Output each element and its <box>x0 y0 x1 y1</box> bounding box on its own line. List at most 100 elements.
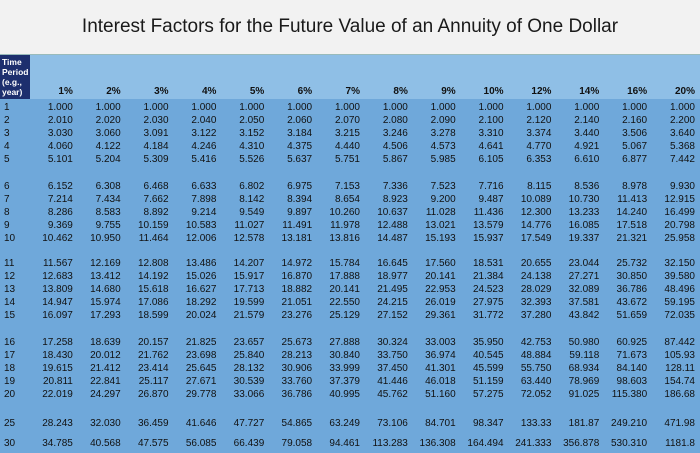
factor: 16.627 <box>185 284 217 295</box>
factor: 3.215 <box>334 128 360 139</box>
factor: 26.019 <box>425 297 456 308</box>
period: 15 <box>4 310 16 321</box>
factor: 78.969 <box>568 376 600 387</box>
factor: 45.599 <box>472 363 504 374</box>
factor: 17.086 <box>137 297 169 308</box>
factor: 9.755 <box>95 220 121 231</box>
factor: 8.115 <box>527 181 552 192</box>
factor: 9.369 <box>47 220 73 231</box>
factor: 18.531 <box>472 258 504 269</box>
period: 18 <box>4 363 16 374</box>
factor: 17.560 <box>425 258 456 269</box>
factor: 45.762 <box>377 389 408 400</box>
factor: 7.716 <box>478 181 504 192</box>
factor: 24.138 <box>520 271 552 282</box>
factor: 11.436 <box>473 207 504 218</box>
factor: 37.450 <box>377 363 408 374</box>
period: 30 <box>4 438 16 449</box>
factor: 40.568 <box>90 438 121 449</box>
factor: 6.975 <box>287 181 313 192</box>
factor: 13.809 <box>42 284 73 295</box>
factor: 471.98 <box>664 418 695 429</box>
factor: 41.301 <box>425 363 456 374</box>
factor: 2.040 <box>191 115 217 126</box>
factor: 59.195 <box>664 297 695 308</box>
factor: 19.615 <box>42 363 73 374</box>
factor: 8.923 <box>382 194 408 205</box>
factor: 23.698 <box>185 350 217 361</box>
factor: 57.275 <box>472 389 504 400</box>
factor: 6.633 <box>191 181 217 192</box>
factor: 13.021 <box>425 220 456 231</box>
factor: 5.204 <box>95 154 121 165</box>
period: 17 <box>4 350 16 361</box>
factor: 98.347 <box>472 418 504 429</box>
column-header: 12% <box>531 86 552 97</box>
factor: 18.599 <box>137 310 169 321</box>
factor: 10.950 <box>90 233 121 244</box>
factor: 20.141 <box>329 284 360 295</box>
factor: 1.000 <box>669 102 695 113</box>
factor: 3.152 <box>239 128 265 139</box>
factor: 55.750 <box>520 363 552 374</box>
factor: 4.921 <box>574 141 600 152</box>
factor: 11.464 <box>138 233 169 244</box>
column-header: 5% <box>249 86 265 97</box>
factor: 105.93 <box>664 350 695 361</box>
factor: 241.333 <box>515 438 552 449</box>
factor: 37.280 <box>520 310 552 321</box>
factor: 4.506 <box>382 141 408 152</box>
factor: 48.884 <box>520 350 552 361</box>
factor: 11.567 <box>43 258 73 269</box>
factor: 3.122 <box>191 128 217 139</box>
factor: 5.751 <box>334 154 360 165</box>
factor: 66.439 <box>233 438 265 449</box>
factor: 14.207 <box>233 258 265 269</box>
factor: 23.044 <box>568 258 600 269</box>
factor: 27.152 <box>377 310 408 321</box>
factor: 4.122 <box>95 141 121 152</box>
factor: 4.060 <box>47 141 73 152</box>
factor: 4.184 <box>143 141 169 152</box>
factor: 56.085 <box>185 438 217 449</box>
factor: 6.105 <box>478 154 504 165</box>
factor: 11.978 <box>330 220 360 231</box>
factor: 31.772 <box>472 310 504 321</box>
factor: 4.770 <box>526 141 552 152</box>
factor: 35.950 <box>472 337 504 348</box>
factor: 3.278 <box>430 128 456 139</box>
factor: 21.762 <box>137 350 169 361</box>
factor: 6.353 <box>526 154 552 165</box>
factor: 30.850 <box>616 271 648 282</box>
factor: 21.825 <box>185 337 217 348</box>
factor: 25.732 <box>616 258 648 269</box>
factor: 5.416 <box>191 154 217 165</box>
period: 6 <box>4 181 10 192</box>
factor: 5.309 <box>143 154 169 165</box>
factor: 3.310 <box>478 128 504 139</box>
factor: 17.888 <box>329 271 360 282</box>
factor: 4.375 <box>287 141 313 152</box>
factor: 29.361 <box>425 310 456 321</box>
factor: 18.430 <box>42 350 73 361</box>
factor: 9.930 <box>669 181 695 192</box>
factor: 16.645 <box>377 258 408 269</box>
factor: 84.140 <box>616 363 648 374</box>
period: 8 <box>4 207 10 218</box>
factor: 18.882 <box>281 284 313 295</box>
factor: 30.906 <box>281 363 313 374</box>
factor: 41.446 <box>377 376 408 387</box>
factor: 36.459 <box>137 418 169 429</box>
factor: 2.140 <box>574 115 600 126</box>
factor: 2.020 <box>95 115 121 126</box>
factor: 15.193 <box>425 233 456 244</box>
factor: 1.000 <box>382 102 408 113</box>
factor: 25.117 <box>138 376 169 387</box>
period: 10 <box>4 233 16 244</box>
factor: 2.070 <box>334 115 360 126</box>
factor: 14.947 <box>42 297 73 308</box>
factor: 8.142 <box>239 194 265 205</box>
factor: 20.012 <box>90 350 121 361</box>
factor: 84.701 <box>425 418 456 429</box>
